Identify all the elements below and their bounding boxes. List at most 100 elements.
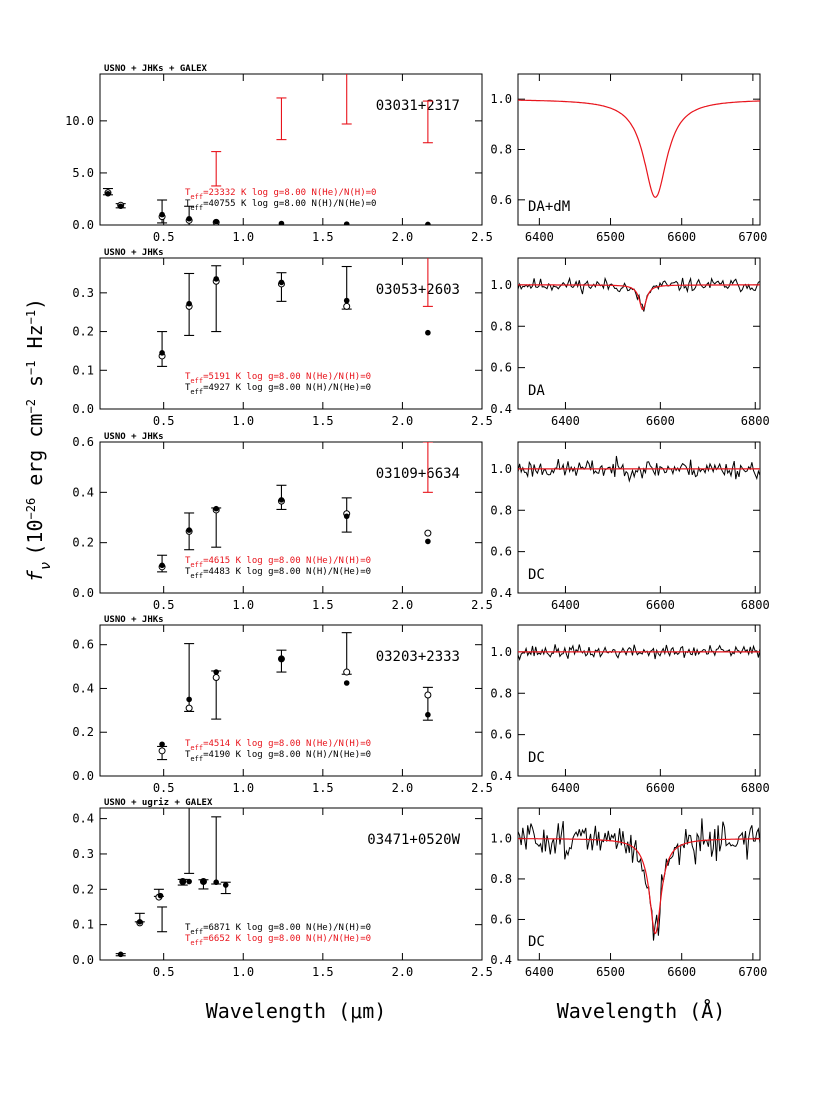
sed-frame <box>99 441 483 594</box>
sed-xtick-label: 0.5 <box>153 230 175 244</box>
ylabel-exp-b: −2 <box>24 399 38 413</box>
spectrum-data <box>518 455 760 483</box>
model-filled-point <box>105 190 111 197</box>
spec-xtick-label: 6800 <box>741 598 770 612</box>
ylabel-units-d: Hz <box>23 324 47 360</box>
model-params: Teff=5191 K log g=8.00 N(He)/N(H)=0 <box>185 372 371 385</box>
model-params: Teff=4927 K log g=8.00 N(H)/N(He)=0 <box>185 383 371 396</box>
model-spectrum <box>518 838 760 935</box>
sed-ytick-label: 0.3 <box>72 847 94 861</box>
spec-frame <box>517 624 761 777</box>
sed-xtick-label: 2.5 <box>471 598 493 612</box>
model-filled-point <box>343 297 350 304</box>
y-axis-label: fν(10−26 erg cm−2 s−1 Hz−1) <box>23 298 54 582</box>
object-name: 03031+2317 <box>376 98 460 114</box>
sed-ytick-label: 0.2 <box>72 725 94 739</box>
model-filled-point <box>213 505 219 512</box>
sed-ytick-label: 0.2 <box>72 325 94 339</box>
spectrum-data <box>518 276 760 312</box>
model-filled-point <box>186 215 192 222</box>
ylabel-exp-a: −26 <box>24 498 38 520</box>
svg-text:fν(10−26 erg cm−2 s−1 Hz−1): fν(10−26 erg cm−2 s−1 Hz−1) <box>23 298 54 582</box>
ylabel-units-a: (10 <box>23 520 47 556</box>
photometry-label: USNO + JHKs <box>104 248 164 258</box>
spec-ytick-label: 0.4 <box>490 953 512 967</box>
spec-frame <box>517 441 761 594</box>
sed-xtick-label: 1.0 <box>232 598 254 612</box>
model-filled-point <box>425 711 431 718</box>
spec-frame <box>517 257 761 410</box>
model-filled-point <box>213 669 219 675</box>
model-open-point <box>424 529 432 537</box>
sed-xtick-label: 2.0 <box>392 598 414 612</box>
spec-xtick-label: 6600 <box>646 598 675 612</box>
observed-spectrum <box>518 818 760 941</box>
spectral-type: DA+dM <box>528 199 570 215</box>
spectrum-data <box>518 818 760 941</box>
spec-ytick-label: 1.0 <box>490 462 512 476</box>
sed-frame <box>99 257 483 410</box>
model-open-point <box>343 302 351 310</box>
ylabel-units-b: erg cm <box>23 414 47 498</box>
sed-xtick-label: 0.5 <box>153 414 175 428</box>
object-name: 03053+2603 <box>376 282 460 298</box>
model-open-point <box>158 747 166 755</box>
sed-xtick-label: 2.5 <box>471 230 493 244</box>
sed-ytick-label: 0.6 <box>72 638 94 652</box>
model-open-point <box>212 674 220 682</box>
model-filled-point <box>213 218 219 225</box>
spec-ytick-label: 1.0 <box>490 645 512 659</box>
sed-xtick-label: 1.5 <box>312 598 334 612</box>
spectrum-panel-0: 6400 6500 6600 6700 0.6 0.8 1.0 DA+dM <box>490 73 767 244</box>
sed-xtick-label: 1.5 <box>312 230 334 244</box>
photometry-label: USNO + JHKs + GALEX <box>104 64 208 74</box>
sed-xtick-label: 0.5 <box>153 598 175 612</box>
sed-ytick-label: 0.2 <box>72 882 94 896</box>
model-params: Teff=6652 K log g=8.00 N(H)/N(He)=0 <box>185 934 371 947</box>
spec-xtick-label: 6600 <box>646 781 675 795</box>
model-filled-point <box>200 878 207 885</box>
spec-ytick-label: 0.6 <box>490 728 512 742</box>
sed-ytick-label: 0.1 <box>72 918 94 932</box>
ylabel-units-e: ) <box>23 298 47 310</box>
object-name: 03109+6634 <box>376 466 460 482</box>
spectrum-panel-2: 6400 6600 6800 0.4 0.6 0.8 1.0 DC <box>490 441 770 612</box>
sed-xtick-label: 1.5 <box>312 414 334 428</box>
spectral-type: DC <box>528 750 545 766</box>
spec-ytick-label: 0.6 <box>490 193 512 207</box>
sed-panel-0: 0.5 1.0 1.5 2.0 2.5 0.0 5.0 10.0 USNO + JHKs + G… <box>65 64 493 244</box>
spec-ytick-label: 1.0 <box>490 92 512 106</box>
spec-xtick-label: 6400 <box>551 598 580 612</box>
sed-panel-3: 0.5 1.0 1.5 2.0 2.5 0.0 0.2 0.4 0.6 USNO + JHKs 03… <box>72 615 493 795</box>
sed-data <box>115 808 231 958</box>
model-filled-point <box>117 951 124 958</box>
observed-spectrum <box>518 276 760 312</box>
spec-xtick-label: 6400 <box>525 965 554 979</box>
sed-xtick-label: 1.0 <box>232 965 254 979</box>
sed-xtick-label: 0.5 <box>153 781 175 795</box>
model-filled-point <box>159 211 165 218</box>
spec-frame <box>517 807 761 961</box>
spec-xtick-label: 6600 <box>646 414 675 428</box>
spectrum-data <box>518 644 760 662</box>
sed-ytick-label: 0.0 <box>72 402 94 416</box>
model-filled-point <box>159 562 165 569</box>
sed-ytick-label: 0.4 <box>72 485 94 499</box>
spec-xtick-label: 6800 <box>741 414 770 428</box>
model-filled-point <box>159 741 165 748</box>
spectrum-panel-4: 6400 6500 6600 6700 0.4 0.6 0.8 1.0 DC <box>490 807 767 979</box>
sed-ytick-label: 10.0 <box>65 114 94 128</box>
spec-xtick-label: 6700 <box>738 230 767 244</box>
photometry-label: USNO + JHKs <box>104 432 164 442</box>
model-filled-point <box>278 656 285 662</box>
model-filled-point <box>186 300 192 307</box>
model-filled-point <box>157 892 164 899</box>
sed-xtick-label: 2.5 <box>471 414 493 428</box>
object-name: 03471+0520W <box>367 832 460 848</box>
model-spectrum <box>518 284 760 311</box>
sed-ytick-label: 5.0 <box>72 166 94 180</box>
sed-ytick-label: 0.4 <box>72 812 94 826</box>
model-filled-point <box>213 276 219 282</box>
sed-ytick-label: 0.4 <box>72 681 94 695</box>
